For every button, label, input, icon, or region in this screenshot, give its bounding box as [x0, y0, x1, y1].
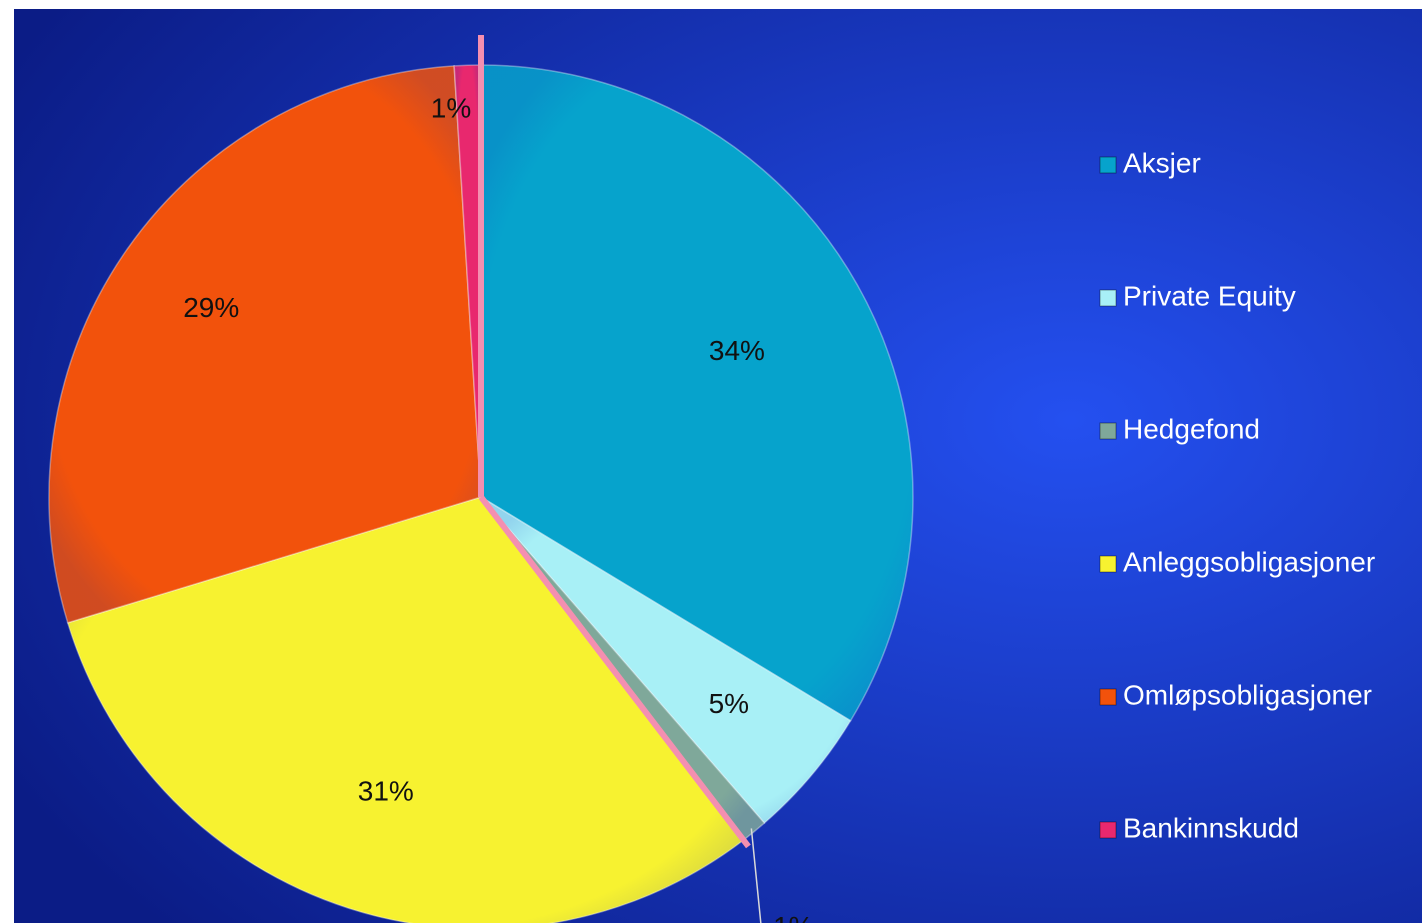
- pie-slices: [48, 64, 914, 923]
- pie-chart: 34% 5% 1% 31% 29% 1% Aksjer Private Equity Hedg…: [14, 9, 1422, 923]
- data-label-aksjer: 34%: [709, 335, 765, 366]
- slice-anleggsobligasjoner: [66, 496, 745, 923]
- legend-swatch-aksjer: [1099, 156, 1117, 174]
- legend-label-bankinnskudd: Bankinnskudd: [1123, 812, 1299, 843]
- legend: Aksjer Private Equity Hedgefond Anleggsobli…: [1099, 147, 1375, 843]
- chart-area: 34% 5% 1% 31% 29% 1% Aksjer Private Equity Hedg…: [14, 9, 1422, 923]
- slice-omlopsobligasjoner: [48, 65, 482, 624]
- legend-label-anleggsobligasjoner: Anleggsobligasjoner: [1123, 546, 1375, 577]
- legend-swatch-omlopsobligasjoner: [1099, 688, 1117, 706]
- data-label-omlopsobligasjoner: 29%: [183, 292, 239, 323]
- legend-label-aksjer: Aksjer: [1123, 147, 1201, 178]
- legend-label-omlopsobligasjoner: Omløpsobligasjoner: [1123, 679, 1372, 710]
- legend-label-private-equity: Private Equity: [1123, 280, 1296, 311]
- highlight-line-hedgefond: [478, 495, 751, 849]
- leader-line-hedgefond: [750, 828, 762, 923]
- legend-swatch-bankinnskudd: [1099, 821, 1117, 839]
- legend-swatch-hedgefond: [1099, 422, 1117, 440]
- legend-swatch-anleggsobligasjoner: [1099, 555, 1117, 573]
- data-label-private-equity: 5%: [709, 688, 749, 719]
- slice-aksjer: [480, 64, 914, 722]
- slice-private-equity: [480, 496, 852, 825]
- data-labels: 34% 5% 1% 31% 29% 1%: [183, 92, 814, 923]
- data-label-bankinnskudd: 1%: [431, 92, 471, 123]
- slice-highlight: [478, 35, 751, 849]
- data-label-hedgefond: 1%: [773, 911, 813, 923]
- data-label-anleggsobligasjoner: 31%: [358, 776, 414, 807]
- legend-swatch-private-equity: [1099, 289, 1117, 307]
- legend-label-hedgefond: Hedgefond: [1123, 413, 1260, 444]
